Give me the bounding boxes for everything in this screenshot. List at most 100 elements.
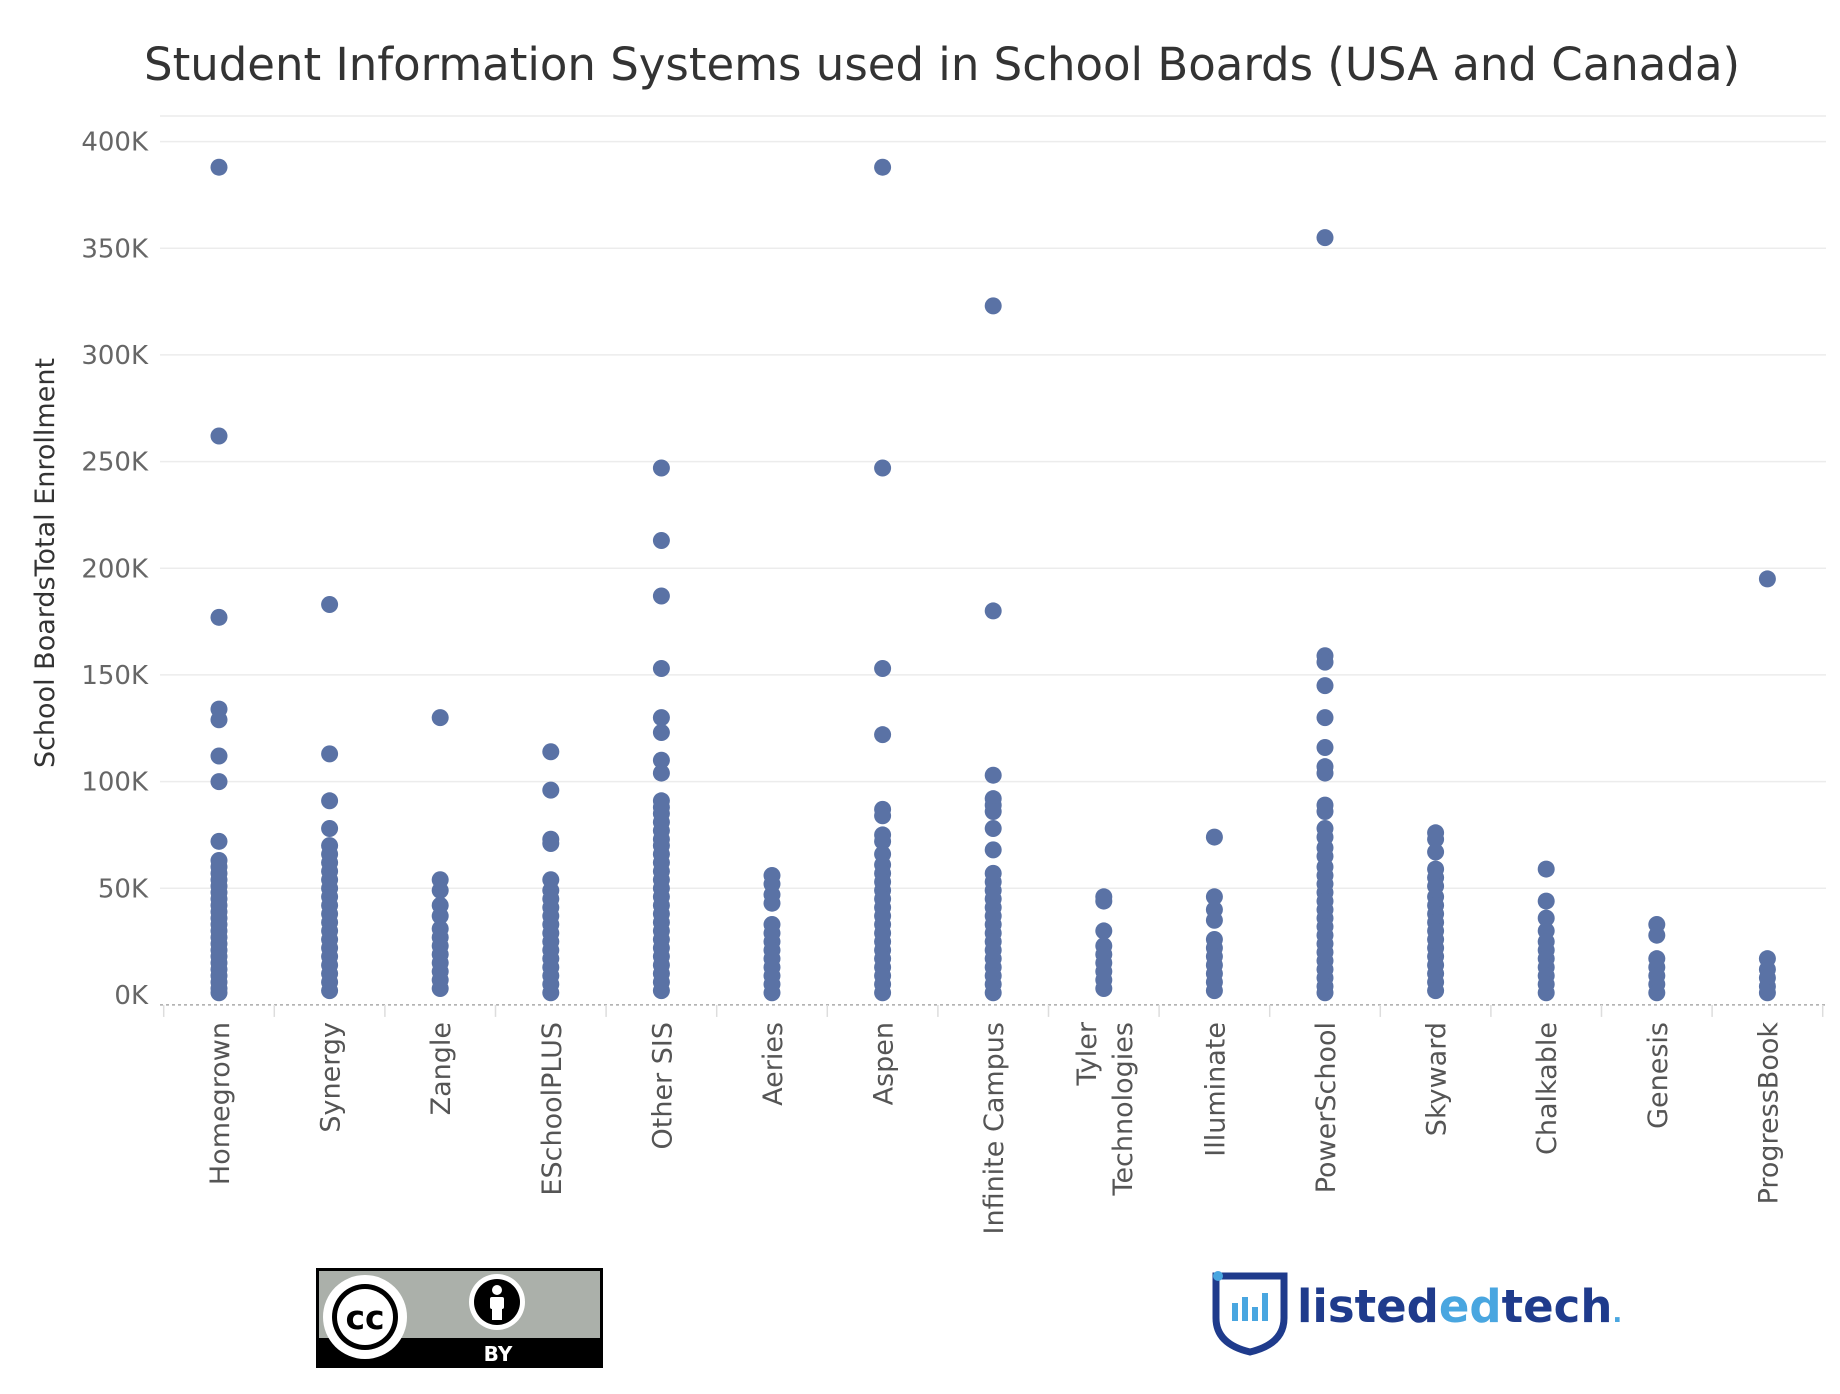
data-point	[210, 747, 228, 765]
data-point	[1316, 709, 1334, 727]
x-tick-label: Tyler	[1072, 1021, 1103, 1086]
data-point	[1537, 909, 1555, 927]
data-point	[763, 984, 781, 1002]
data-point	[210, 711, 228, 729]
data-point	[1316, 738, 1334, 756]
data-point	[210, 608, 228, 626]
data-point	[210, 427, 228, 445]
data-point	[431, 907, 449, 925]
data-point	[321, 745, 339, 763]
data-point	[210, 773, 228, 791]
data-point	[652, 459, 670, 477]
data-point	[1316, 764, 1334, 782]
attribution-person-icon	[469, 1274, 525, 1330]
by-label: BY	[484, 1342, 513, 1366]
x-tick-label: Illuminate	[1200, 1022, 1231, 1157]
data-point	[1316, 984, 1334, 1002]
data-point	[874, 726, 892, 744]
y-axis-label: School BoardsTotal Enrollment	[30, 358, 61, 768]
data-point	[1648, 984, 1666, 1002]
data-point	[874, 459, 892, 477]
data-point	[984, 820, 1002, 838]
data-point	[1316, 229, 1334, 247]
y-axis-ticks: 0K 50K 100K 150K 200K 250K 300K 350K 400K	[81, 128, 149, 1011]
data-point	[1316, 802, 1334, 820]
x-tick-label: Other SIS	[647, 1022, 678, 1150]
data-point	[1205, 911, 1223, 929]
x-tick-label: Technologies	[1108, 1022, 1139, 1196]
x-tick-label: Homegrown	[205, 1022, 236, 1185]
data-point	[1095, 922, 1113, 940]
data-point	[1316, 653, 1334, 671]
brand-text-ed: ed	[1439, 1280, 1502, 1333]
data-point	[431, 709, 449, 727]
data-point	[652, 982, 670, 1000]
data-point	[874, 660, 892, 678]
data-point	[652, 724, 670, 742]
brand-text-dot: .	[1612, 1299, 1622, 1329]
y-tick-label: 50K	[98, 874, 149, 904]
y-tick-label: 300K	[81, 341, 149, 371]
data-point	[984, 297, 1002, 315]
data-point	[874, 984, 892, 1002]
x-tick-label: Infinite Campus	[979, 1022, 1010, 1235]
y-tick-label: 200K	[81, 554, 149, 584]
y-tick-label: 250K	[81, 448, 149, 478]
data-point	[874, 832, 892, 850]
data-point	[1758, 570, 1776, 588]
x-tick-label: Aspen	[869, 1022, 900, 1105]
listedtech-logo: listededtech.	[1212, 1271, 1622, 1356]
x-axis-ticks: Homegrown Synergy Zangle ESchoolPLUS Other S…	[205, 1021, 1784, 1234]
data-point	[210, 832, 228, 850]
brand-text-listed: listed	[1297, 1280, 1439, 1333]
data-point	[321, 982, 339, 1000]
svg-text:listededtech.: listededtech.	[1297, 1280, 1622, 1333]
y-tick-label: 350K	[81, 234, 149, 264]
x-tick-label: ProgressBook	[1753, 1022, 1784, 1205]
data-point	[1095, 892, 1113, 910]
data-point	[431, 881, 449, 899]
x-tick-label: Zangle	[426, 1022, 457, 1115]
y-tick-label: 150K	[81, 661, 149, 691]
data-point	[652, 660, 670, 678]
x-tick-label: Synergy	[316, 1022, 347, 1133]
data-point	[210, 984, 228, 1002]
data-point	[984, 984, 1002, 1002]
data-point	[763, 894, 781, 912]
data-point	[652, 751, 670, 769]
cc-by-license-badge: cc BY	[316, 1268, 603, 1368]
y-tick-label: 100K	[81, 768, 149, 798]
data-point	[874, 807, 892, 825]
data-point	[1205, 982, 1223, 1000]
data-points	[210, 158, 1776, 1002]
data-point	[1648, 926, 1666, 944]
data-point	[1205, 888, 1223, 906]
brand-text-tech: tech	[1502, 1280, 1613, 1333]
y-tick-label: 400K	[81, 128, 149, 158]
x-tick-label: PowerSchool	[1311, 1022, 1342, 1193]
data-point	[1095, 980, 1113, 998]
data-point	[984, 841, 1002, 859]
data-point	[1427, 982, 1445, 1000]
x-tick-label: ESchoolPLUS	[537, 1022, 568, 1196]
data-point	[542, 781, 560, 799]
data-point	[1316, 677, 1334, 695]
data-point	[542, 834, 560, 852]
data-point	[1427, 830, 1445, 848]
data-point	[1537, 984, 1555, 1002]
data-point	[1758, 984, 1776, 1002]
data-point	[874, 158, 892, 176]
data-point	[542, 984, 560, 1002]
x-tick-label: Genesis	[1643, 1022, 1674, 1129]
data-point	[321, 820, 339, 838]
data-point	[542, 743, 560, 761]
x-tick-label: Chalkable	[1532, 1022, 1563, 1155]
chart-title: Student Information Systems used in Scho…	[144, 38, 1740, 91]
data-point	[652, 709, 670, 727]
y-tick-label: 0K	[114, 981, 149, 1011]
data-point	[321, 792, 339, 810]
data-point	[1537, 892, 1555, 910]
data-point	[984, 602, 1002, 620]
data-point	[321, 596, 339, 614]
